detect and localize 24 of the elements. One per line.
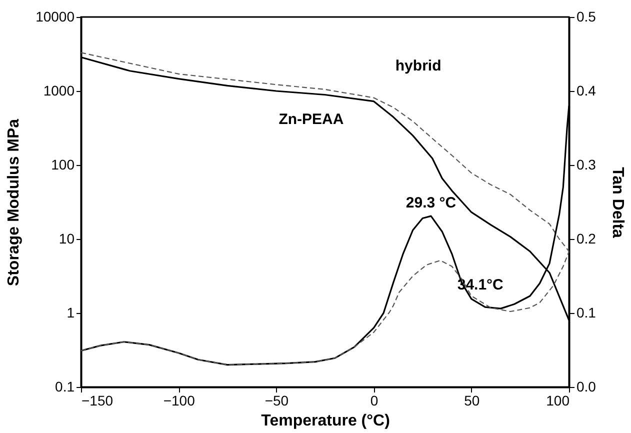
x-tick-label: 0: [370, 392, 378, 408]
y-tick-label: 0.1: [55, 378, 75, 394]
annotation: hybrid: [395, 57, 442, 74]
y-tick-label: 1: [66, 304, 75, 320]
x-tick-label: −100: [163, 392, 196, 408]
x-tick-label: 100: [546, 392, 570, 408]
y-tick-label: 100: [51, 156, 75, 172]
y2-tick-label: 0.4: [576, 82, 596, 98]
x-tick-label: −50: [264, 392, 289, 408]
x-axis-title: Temperature (°C): [261, 412, 390, 430]
y-tick-label: 10: [58, 230, 75, 246]
y-tick-label: 10000: [36, 8, 75, 24]
y2-tick-label: 0.3: [576, 156, 596, 172]
y-tick-label: 1000: [43, 82, 75, 98]
y2-tick-label: 0.5: [576, 8, 596, 24]
y2-tick-label: 0.0: [576, 378, 596, 394]
y2-axis-title: Tan Delta: [608, 167, 626, 238]
x-tick-label: −150: [82, 392, 114, 408]
annotation: 29.3 °C: [406, 194, 456, 212]
y2-tick-label: 0.1: [576, 304, 596, 320]
annotation: Zn-PEAA: [278, 111, 344, 128]
y-axis-title: Storage Modulus MPa: [6, 118, 23, 286]
y2-tick-label: 0.2: [576, 230, 596, 246]
x-tick-label: 50: [464, 392, 480, 408]
